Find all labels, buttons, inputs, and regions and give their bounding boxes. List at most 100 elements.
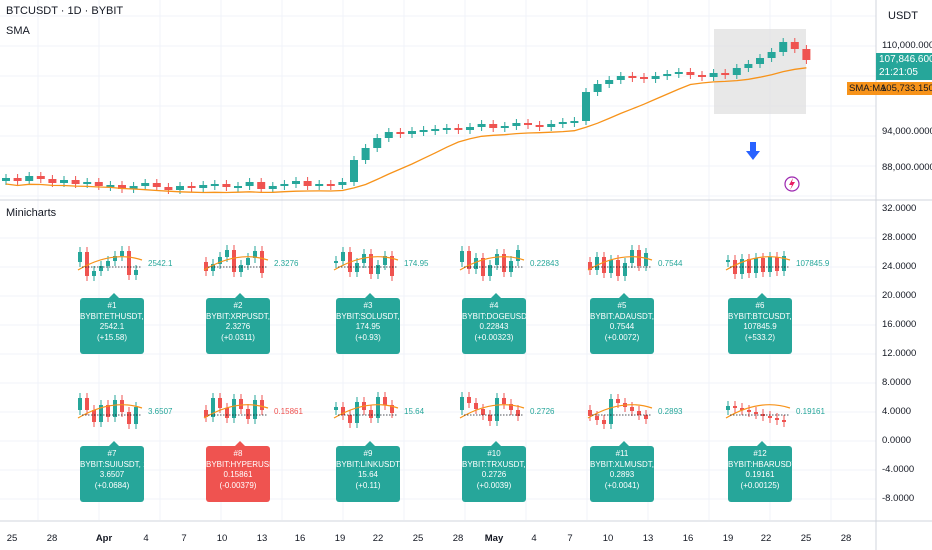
symbol-title[interactable]: BTCUSDT · 1D · BYBIT xyxy=(6,5,124,17)
currency-label[interactable]: USDT xyxy=(888,10,918,22)
card-change: (+0.0039) xyxy=(476,480,512,490)
last-price-tag: 107,846.6000 21:21:05 xyxy=(876,53,932,80)
minichart-candle xyxy=(225,408,229,418)
last-price: 107,846.6000 xyxy=(879,54,932,65)
sma-indicator-label[interactable]: SMA xyxy=(6,25,30,37)
card-symbol: BYBIT:DOGEUSDT, 1D xyxy=(462,311,526,321)
card-change: (-0.00379) xyxy=(219,480,257,490)
main-candle xyxy=(547,124,556,127)
card-rank: #1 xyxy=(107,301,117,310)
main-candle xyxy=(176,186,184,190)
main-candle xyxy=(489,124,498,128)
minichart-candle xyxy=(782,420,786,422)
card-rank: #5 xyxy=(617,301,627,310)
time-tick: 16 xyxy=(294,533,306,544)
main-candle xyxy=(442,128,451,130)
minichart-candle xyxy=(637,250,641,266)
minichart-candle xyxy=(120,251,124,256)
minichart-candle xyxy=(502,254,506,272)
card-change: (+0.00323) xyxy=(474,332,514,342)
minicharts-pane-title[interactable]: Minicharts xyxy=(6,207,57,219)
time-tick: 19 xyxy=(722,533,734,544)
time-tick: 25 xyxy=(6,533,18,544)
card-price: 15.64 xyxy=(357,470,379,480)
card-price: 107845.9 xyxy=(743,322,777,332)
minichart-candle xyxy=(253,251,257,258)
pane-tick: 24.0000 xyxy=(882,261,917,272)
card-symbol: BYBIT:XLMUSDT, 1D xyxy=(590,459,654,469)
main-candle xyxy=(512,123,521,126)
main-candle xyxy=(303,181,312,186)
main-candle xyxy=(767,52,776,58)
minichart-candle xyxy=(782,256,786,271)
main-candle xyxy=(48,179,57,183)
pane-tick: -4.0000 xyxy=(882,464,915,475)
minichart-candle xyxy=(495,254,499,265)
card-symbol: BYBIT:BTCUSDT, 1D xyxy=(728,311,792,321)
minichart-candle xyxy=(509,261,513,272)
minichart-candle xyxy=(509,404,513,410)
main-candle xyxy=(721,73,730,75)
main-candle xyxy=(106,185,115,187)
minichart-candle xyxy=(460,397,464,410)
main-candle xyxy=(94,182,103,186)
main-candle xyxy=(234,186,242,188)
lightning-icon xyxy=(784,176,800,192)
price-tick: 94,000.0000 xyxy=(882,126,932,137)
main-candle xyxy=(141,183,150,186)
minichart-candle xyxy=(740,408,744,410)
main-candle xyxy=(338,182,347,185)
minichart-candle xyxy=(239,265,243,272)
main-candle xyxy=(396,132,405,134)
main-candle xyxy=(698,75,706,77)
time-tick: 25 xyxy=(800,533,812,544)
main-candle xyxy=(732,68,741,75)
minichart-candle xyxy=(623,263,627,276)
pane-tick: -8.0000 xyxy=(882,493,915,504)
card-price: 0.15861 xyxy=(223,470,253,480)
main-candle xyxy=(210,184,219,186)
main-candle xyxy=(651,76,660,79)
main-candle xyxy=(408,131,416,134)
minichart-sma xyxy=(333,404,399,419)
minichart-candle xyxy=(355,263,359,272)
minichart-candle xyxy=(754,258,758,273)
minichart-sma xyxy=(459,256,525,271)
minichart-candle xyxy=(595,416,599,420)
time-tick: 28 xyxy=(452,533,464,544)
card-rank: #9 xyxy=(363,449,373,458)
minichart-candle xyxy=(92,410,96,422)
main-candle xyxy=(744,64,753,68)
main-candle xyxy=(83,182,92,184)
minichart-candle xyxy=(495,398,499,421)
main-candle xyxy=(13,178,22,181)
main-candle xyxy=(616,76,625,80)
main-candle xyxy=(152,183,161,187)
minichart-candle xyxy=(113,400,117,417)
time-tick: 16 xyxy=(682,533,694,544)
minichart-candle xyxy=(246,258,250,265)
minichart-sma xyxy=(587,256,653,271)
main-candle xyxy=(245,182,254,186)
time-tick: 7 xyxy=(567,533,573,544)
sma-line xyxy=(5,67,807,194)
main-candle xyxy=(71,180,80,184)
time-tick: 22 xyxy=(760,533,772,544)
card-change: (+0.00125) xyxy=(740,480,780,490)
minichart-candle xyxy=(609,399,613,424)
minichart-candle xyxy=(376,265,380,274)
minichart-candle xyxy=(488,415,492,421)
